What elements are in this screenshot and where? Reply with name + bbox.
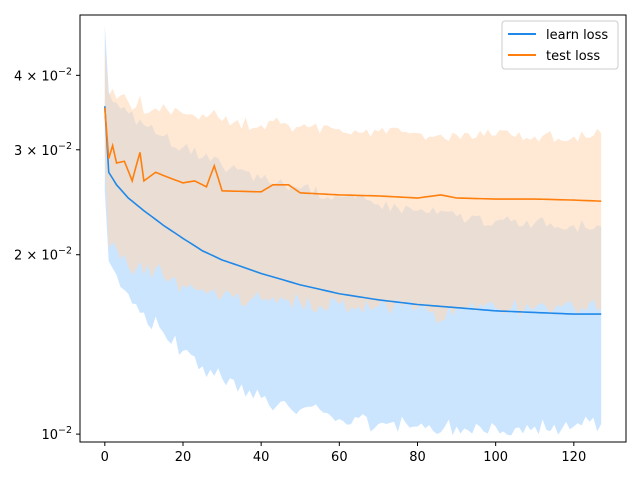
x-axis: 0 20 40 60 80 100 120 [101, 442, 586, 465]
x-tick-label: 20 [175, 450, 192, 465]
legend: learn loss test loss [501, 20, 619, 70]
y-tick-label: 2 × 10−2 [14, 246, 72, 264]
x-tick-label: 60 [331, 450, 348, 465]
x-tick-label: 120 [561, 450, 586, 465]
y-tick-label: 4 × 10−2 [14, 66, 72, 84]
legend-label: learn loss [546, 28, 608, 43]
line-learn-loss [104, 106, 602, 315]
x-tick-label: 40 [253, 450, 270, 465]
x-tick-label: 0 [101, 450, 109, 465]
x-tick-label: 100 [483, 450, 508, 465]
y-tick-label: 10−2 [41, 425, 72, 443]
plot-area [104, 25, 602, 436]
band-test-loss [104, 47, 602, 324]
x-tick-label: 80 [409, 450, 426, 465]
axes-frame [79, 14, 627, 443]
y-axis: 10−2 2 × 10−2 3 × 10−2 4 × 10−2 [14, 66, 80, 443]
legend-label: test loss [546, 49, 600, 64]
y-tick-label: 3 × 10−2 [14, 141, 72, 159]
line-test-loss [104, 107, 602, 202]
